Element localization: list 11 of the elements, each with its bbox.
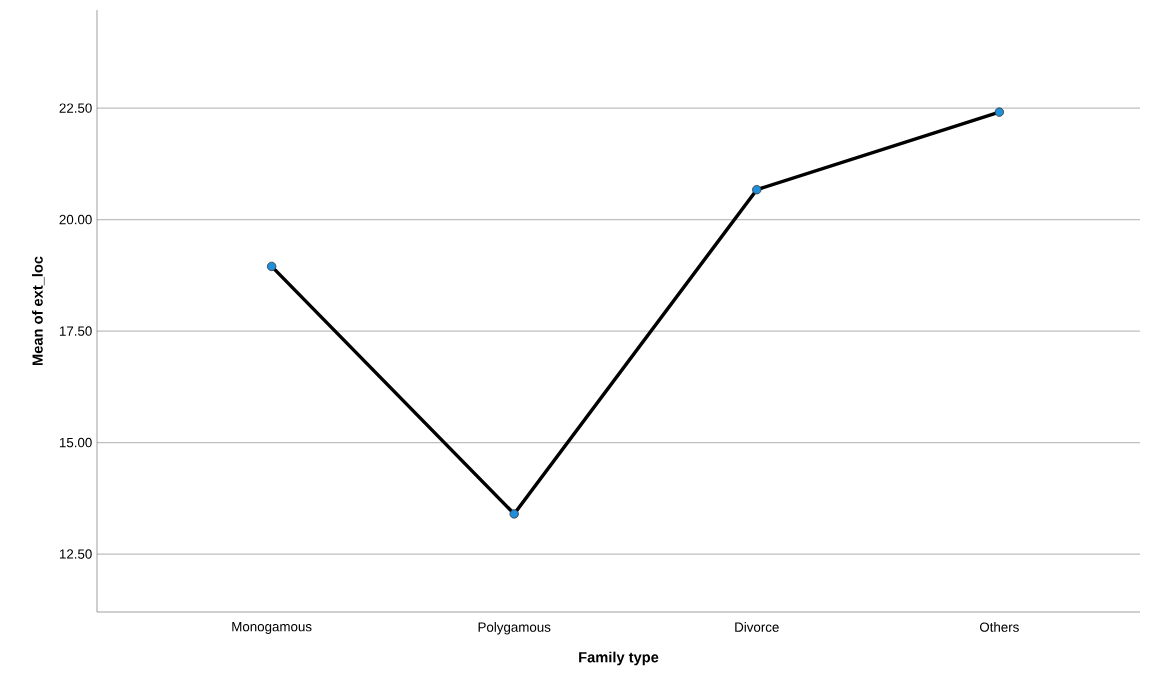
x-tick-label: Divorce [735, 622, 779, 632]
x-tick-label: Polygamous [478, 622, 551, 635]
y-tick-label: 12.50 [59, 549, 92, 559]
y-tick-label: 22.50 [59, 103, 92, 113]
x-tick-label: Others [979, 622, 1019, 632]
y-tick-label: 15.00 [59, 437, 92, 448]
y-tick-label: 17.50 [59, 326, 92, 336]
y-tick-label: 20.00 [59, 214, 92, 225]
y-axis-title: Mean of ext_loc [32, 256, 45, 366]
x-axis-title: Family type [579, 651, 659, 666]
x-tick-label: Monogamous [232, 622, 312, 634]
